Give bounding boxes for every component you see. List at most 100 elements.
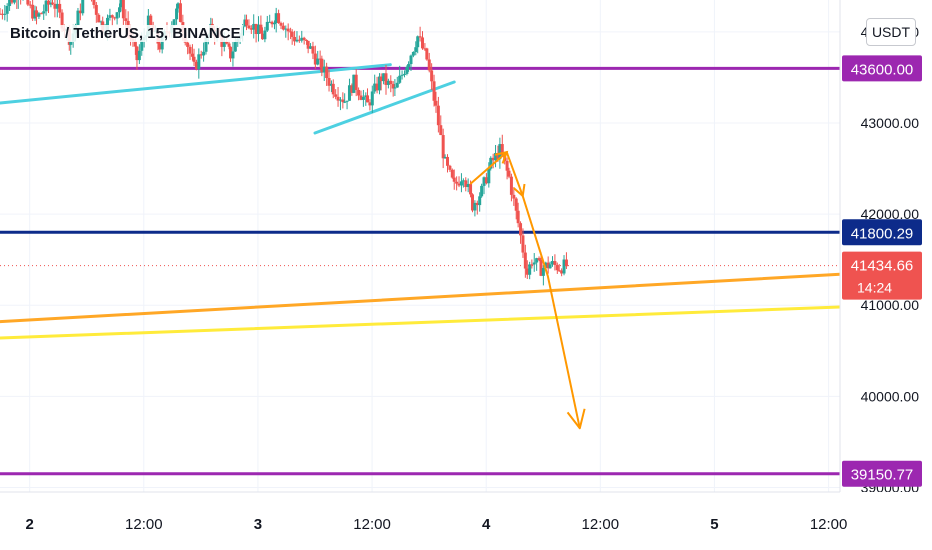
time-tick-label: 5 [710, 516, 718, 533]
candle-body [505, 160, 509, 171]
candle-body [92, 0, 96, 5]
candle-body [199, 54, 203, 56]
candle-body [341, 99, 345, 103]
currency-unit-button[interactable]: USDT [866, 18, 916, 46]
candle-body [313, 53, 317, 65]
candle-body [3, 13, 7, 15]
candle-body [140, 40, 144, 51]
candle-body [343, 101, 347, 103]
candle-body [76, 10, 80, 26]
trendline [313, 80, 456, 135]
candle-body [519, 223, 523, 236]
candle-body [452, 177, 456, 182]
trendline [0, 272, 842, 324]
candle-body [281, 25, 285, 30]
candle-body [8, 0, 12, 6]
candle-body [434, 100, 438, 106]
price-tick-label: 43000.00 [861, 115, 920, 131]
candle-body [279, 23, 283, 26]
candle-body [418, 36, 422, 38]
candle-body [53, 3, 57, 9]
candle-body [78, 10, 82, 14]
candle-body [133, 41, 137, 47]
candle-body [446, 156, 450, 166]
candle-body [197, 54, 201, 69]
candle-body [484, 177, 488, 184]
candle-body [416, 36, 420, 48]
candle-body [359, 95, 363, 100]
candle-body [124, 18, 128, 21]
candle-body [432, 81, 436, 101]
candle-body [135, 46, 139, 61]
candle-body [414, 47, 418, 52]
candle-body [222, 41, 226, 47]
candle-body [225, 41, 229, 44]
candle-body [471, 194, 474, 211]
candle-body [35, 10, 39, 17]
candle-body [158, 43, 162, 50]
candle-body [320, 58, 324, 73]
candle-body [469, 184, 473, 195]
candle-body [375, 83, 379, 91]
candle-body [336, 96, 340, 101]
candle-body [58, 3, 62, 13]
candle-body [69, 41, 73, 45]
candle-body [379, 76, 383, 82]
projection-arrowhead [566, 408, 586, 430]
projection-arrowhead-small [513, 183, 526, 198]
candle-body [305, 39, 309, 41]
candle-body [160, 34, 164, 50]
candle-body [316, 58, 320, 65]
candle-body [443, 156, 447, 159]
candle-body [175, 8, 179, 20]
candle-body [398, 75, 402, 83]
candle-body [338, 99, 342, 101]
candle-body [243, 19, 247, 27]
candle-body [530, 264, 534, 266]
candle-body [516, 210, 520, 224]
candle-body [106, 17, 110, 32]
current-price-badge [842, 251, 922, 300]
candle-body [450, 169, 454, 178]
price-level-badge-label: 43600.00 [851, 61, 914, 78]
price-tick-label: 41000.00 [861, 297, 920, 313]
candle-body [441, 135, 445, 159]
price-level-badge-label: 41800.29 [851, 225, 914, 242]
candle-body [10, 0, 14, 3]
candle-body [384, 73, 388, 85]
candle-body [548, 264, 552, 269]
price-level-badge-label: 39150.77 [851, 467, 914, 484]
candle-body [523, 252, 527, 269]
time-tick-label: 12:00 [353, 516, 391, 533]
candle-body [354, 74, 358, 90]
candle-body [389, 80, 393, 85]
candle-body [44, 0, 48, 12]
price-level-badge [842, 460, 922, 487]
candle-body [423, 48, 427, 50]
candle-body [557, 270, 561, 272]
candle-body [311, 46, 315, 54]
candle-body [37, 13, 41, 17]
price-level-badge [842, 219, 922, 246]
projection-arrows [469, 150, 586, 430]
candle-body [537, 258, 541, 260]
price-tick-label: 42000.00 [861, 206, 920, 222]
candle-body [188, 46, 192, 54]
candle-body [364, 95, 368, 98]
candle-body [286, 28, 290, 32]
candle-body [411, 51, 415, 56]
candle-body [402, 73, 406, 75]
time-axis-panel [0, 492, 932, 550]
candle-body [373, 83, 377, 92]
candle-body [487, 168, 491, 184]
current-price-label: 41434.66 [851, 258, 914, 275]
candle-body [194, 61, 198, 69]
candle-body [190, 53, 194, 57]
candle-body [99, 21, 103, 23]
candle-body [478, 196, 482, 206]
candle-body [496, 152, 500, 160]
candle-body [521, 235, 525, 253]
candle-body [562, 259, 566, 274]
candle-body [551, 261, 555, 265]
